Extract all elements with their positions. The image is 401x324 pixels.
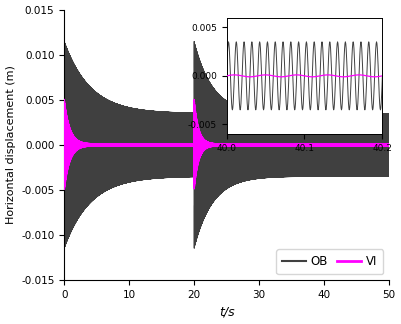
- VI: [176, 143, 180, 147]
- Line: VI: VI: [64, 99, 389, 189]
- VI: [339, 144, 344, 147]
- OB: [62, 39, 67, 43]
- X-axis label: t/s: t/s: [219, 306, 234, 318]
- VI: [387, 143, 391, 147]
- OB: [176, 133, 180, 137]
- VI: [62, 187, 67, 191]
- OB: [339, 168, 344, 172]
- VI: [62, 98, 67, 101]
- OB: [130, 143, 134, 147]
- Legend: OB, VI: OB, VI: [276, 249, 383, 274]
- OB: [143, 115, 148, 119]
- VI: [264, 144, 269, 147]
- Y-axis label: Horizontal displacement (m): Horizontal displacement (m): [6, 65, 16, 224]
- OB: [264, 170, 269, 174]
- VI: [243, 142, 247, 146]
- OB: [62, 247, 67, 250]
- Line: OB: OB: [64, 41, 389, 249]
- OB: [62, 143, 67, 147]
- OB: [387, 143, 391, 147]
- VI: [143, 144, 148, 147]
- VI: [130, 142, 134, 146]
- VI: [62, 143, 67, 147]
- OB: [243, 132, 247, 136]
